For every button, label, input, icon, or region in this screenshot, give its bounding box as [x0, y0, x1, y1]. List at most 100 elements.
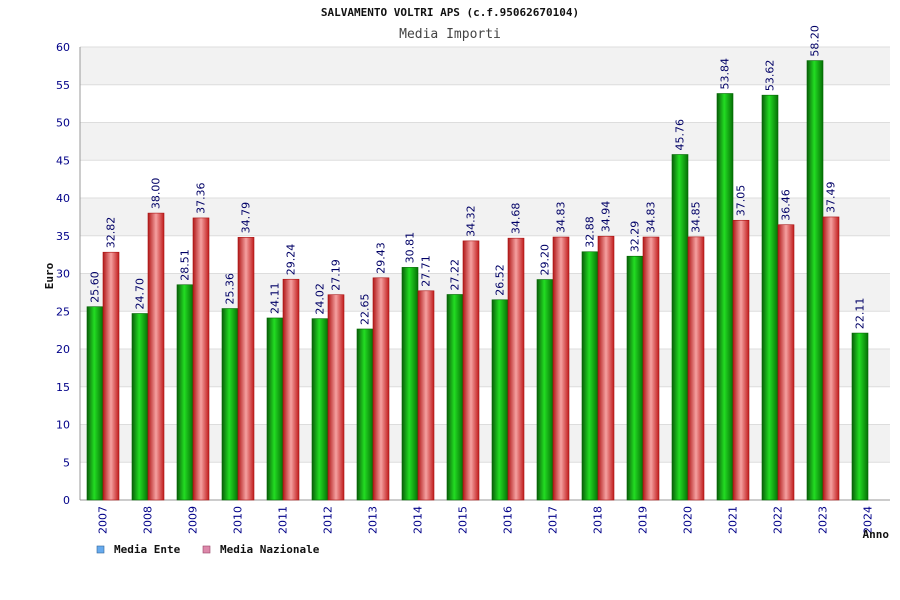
bar-nazionale-2012 [327, 294, 345, 501]
x-tick-label: 2013 [367, 506, 380, 534]
bar-value-label: 34.32 [465, 205, 478, 237]
bar-ente-2007 [86, 306, 104, 501]
bar-ente-2015 [446, 294, 464, 501]
y-tick-label: 35 [56, 230, 70, 243]
bar-ente-2014 [401, 267, 419, 501]
bar-value-label: 24.11 [269, 282, 282, 314]
bar-value-label: 36.46 [780, 189, 793, 221]
x-tick-label: 2017 [547, 506, 560, 534]
bar-nazionale-2021 [732, 219, 750, 501]
data-labels: 25.60 32.82 24.70 38.00 28.51 37.36 25.36 34.79… [89, 25, 867, 329]
x-tick-label: 2018 [592, 506, 605, 534]
legend-label-nazionale: Media Nazionale [220, 543, 320, 556]
x-tick-label: 2009 [187, 506, 200, 534]
bar-nazionale-2008 [147, 212, 165, 501]
bar-value-label: 22.11 [854, 298, 867, 330]
chart-subtitle: Media Importi [399, 27, 501, 42]
bar-ente-2010 [221, 308, 239, 501]
bar-nazionale-2010 [237, 237, 255, 501]
bar-nazionale-2020 [687, 236, 705, 501]
x-tick-label: 2022 [772, 506, 785, 534]
bar-value-label: 53.62 [764, 60, 777, 92]
legend-swatch-nazionale [202, 545, 211, 554]
bar-value-label: 53.84 [719, 58, 732, 90]
bar-series [86, 60, 869, 501]
y-axis-ticks: 0 5 10 15 20 25 30 35 40 45 50 55 60 [56, 41, 70, 507]
x-tick-label: 2015 [457, 506, 470, 534]
bar-value-label: 25.60 [89, 271, 102, 303]
bar-ente-2013 [356, 328, 374, 501]
bar-value-label: 34.85 [690, 201, 703, 233]
bar-value-label: 37.49 [825, 181, 838, 213]
plot-band [80, 462, 890, 500]
x-tick-label: 2011 [277, 506, 290, 534]
bar-nazionale-2013 [372, 277, 390, 501]
bar-nazionale-2015 [462, 240, 480, 501]
chart-title: SALVAMENTO VOLTRI APS (c.f.95062670104) [321, 6, 579, 19]
x-tick-label: 2023 [817, 506, 830, 534]
legend-swatch-ente [96, 545, 105, 554]
bar-value-label: 34.79 [240, 202, 253, 234]
bar-ente-2020 [671, 154, 689, 501]
bar-value-label: 30.81 [404, 232, 417, 264]
y-tick-label: 15 [56, 381, 70, 394]
x-tick-label: 2021 [727, 506, 740, 534]
y-tick-label: 50 [56, 117, 70, 130]
plot-band [80, 122, 890, 161]
bar-nazionale-2009 [192, 217, 210, 501]
bar-ente-2024 [851, 332, 869, 501]
bar-value-label: 27.22 [449, 259, 462, 291]
bar-nazionale-2022 [777, 224, 795, 501]
bar-value-label: 28.51 [179, 249, 192, 281]
plot-band [80, 311, 890, 349]
bar-nazionale-2007 [102, 251, 120, 501]
bar-ente-2018 [581, 251, 599, 501]
plot-band [80, 160, 890, 198]
legend-label-ente: Media Ente [114, 543, 181, 556]
plot-band [80, 273, 890, 312]
bar-ente-2017 [536, 279, 554, 501]
plot-band [80, 84, 890, 123]
bar-value-label: 32.29 [629, 221, 642, 253]
plot-band [80, 198, 890, 236]
bar-ente-2019 [626, 255, 644, 501]
y-tick-label: 30 [56, 268, 70, 281]
x-tick-label: 2010 [232, 506, 245, 534]
bar-ente-2022 [761, 94, 779, 501]
bar-value-label: 25.36 [224, 273, 237, 305]
plot-band [80, 424, 890, 463]
y-tick-label: 60 [56, 41, 70, 54]
y-axis-label: Euro [43, 262, 56, 289]
y-tick-label: 20 [56, 343, 70, 356]
y-tick-label: 0 [63, 494, 70, 507]
bar-value-label: 58.20 [809, 25, 822, 57]
bar-nazionale-2017 [552, 236, 570, 501]
bar-value-label: 34.83 [645, 202, 658, 234]
y-tick-label: 5 [63, 456, 70, 469]
bar-ente-2016 [491, 299, 509, 501]
bar-nazionale-2023 [822, 216, 840, 501]
bar-value-label: 37.36 [195, 182, 208, 214]
bar-value-label: 34.83 [555, 202, 568, 234]
plot-band [80, 386, 890, 425]
x-axis-ticks: 2007 2008 2009 2010 2011 2012 2013 2014 2015 2016… [97, 506, 875, 534]
bar-value-label: 24.02 [314, 283, 327, 315]
bar-value-label: 22.65 [359, 293, 372, 325]
x-tick-label: 2012 [322, 506, 335, 534]
x-tick-label: 2016 [502, 506, 515, 534]
legend: Media Ente Media Nazionale [96, 543, 320, 556]
bar-value-label: 34.94 [600, 201, 613, 233]
bar-value-label: 38.00 [150, 178, 163, 210]
plot-background [80, 47, 890, 500]
bar-value-label: 27.19 [330, 259, 343, 291]
x-tick-label: 2024 [862, 506, 875, 534]
x-axis-label: Anno [863, 528, 890, 541]
plot-band [80, 235, 890, 274]
bar-value-label: 32.82 [105, 217, 118, 249]
x-tick-label: 2008 [142, 506, 155, 534]
bar-value-label: 27.71 [420, 255, 433, 287]
bar-value-label: 29.43 [375, 242, 388, 274]
y-tick-label: 55 [56, 79, 70, 92]
bar-value-label: 26.52 [494, 264, 507, 296]
x-tick-label: 2020 [682, 506, 695, 534]
